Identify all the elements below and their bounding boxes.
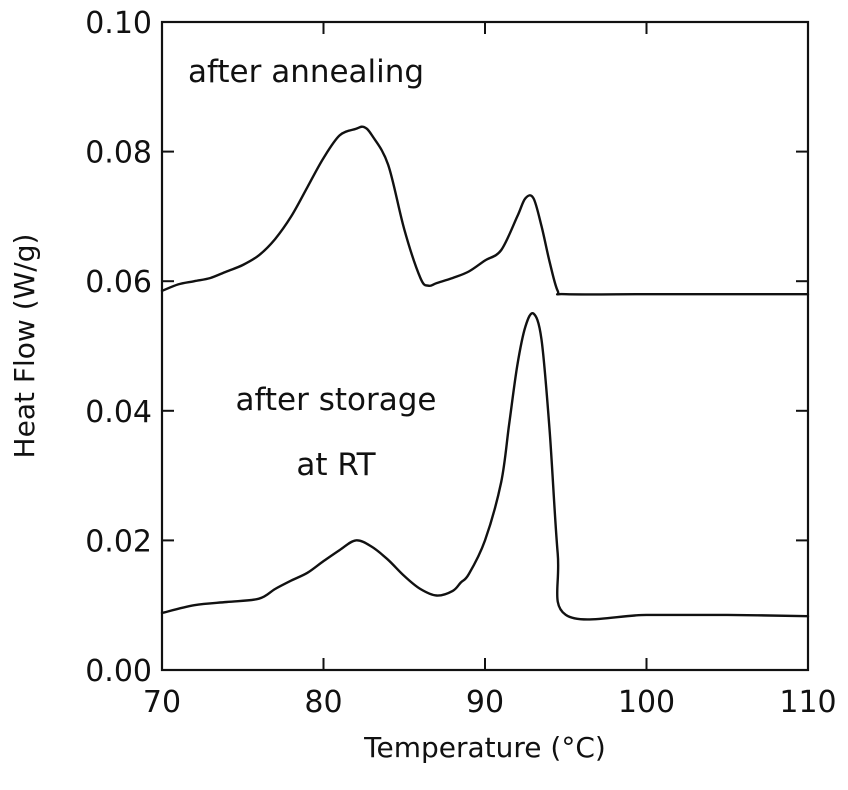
x-tick-label: 110	[779, 685, 836, 720]
y-tick-label: 0.02	[85, 524, 152, 559]
y-tick-label: 0.00	[85, 654, 152, 689]
y-tick-label: 0.04	[85, 395, 152, 430]
x-tick-label: 100	[618, 685, 675, 720]
y-tick-label: 0.08	[85, 136, 152, 171]
x-tick-label: 80	[304, 685, 342, 720]
curves	[160, 125, 810, 621]
curve-after-storage	[160, 311, 810, 621]
annotation-after-annealing: after annealing	[188, 54, 424, 90]
y-tick-label: 0.10	[85, 6, 152, 41]
plot-frame	[160, 20, 810, 672]
y-axis-title: Heat Flow (W/g)	[8, 234, 41, 459]
annotation-after-storage: after storage	[236, 382, 437, 418]
x-tick-label: 70	[143, 685, 181, 720]
curve-after-annealing	[160, 125, 810, 296]
x-tick-label: 90	[466, 685, 504, 720]
annotation-at-rt: at RT	[296, 447, 376, 483]
y-tick-label: 0.06	[85, 265, 152, 300]
y-tick-labels: 0.00 0.02 0.04 0.06 0.08 0.10	[85, 6, 152, 689]
x-axis-title: Temperature (°C)	[363, 731, 606, 764]
x-tick-labels: 70 80 90 100 110	[143, 685, 837, 720]
axis-ticks	[161, 21, 809, 671]
